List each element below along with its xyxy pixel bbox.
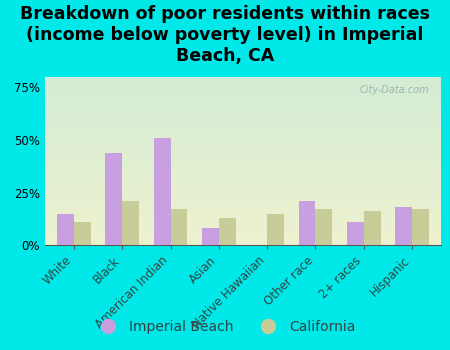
Bar [298, 201, 315, 245]
Legend: Imperial Beach, California: Imperial Beach, California [89, 314, 361, 340]
Bar [315, 209, 333, 245]
Bar [122, 201, 139, 245]
Bar [412, 209, 429, 245]
Bar [364, 211, 381, 245]
Bar [219, 218, 236, 245]
Bar [202, 228, 219, 245]
Bar [153, 138, 171, 245]
Bar [105, 153, 122, 245]
Bar [347, 222, 364, 245]
Text: Breakdown of poor residents within races
(income below poverty level) in Imperia: Breakdown of poor residents within races… [20, 5, 430, 65]
Bar [395, 207, 412, 245]
Bar [74, 222, 91, 245]
Text: City-Data.com: City-Data.com [360, 85, 429, 96]
Bar [171, 209, 188, 245]
Bar [57, 214, 74, 245]
Bar [267, 214, 284, 245]
